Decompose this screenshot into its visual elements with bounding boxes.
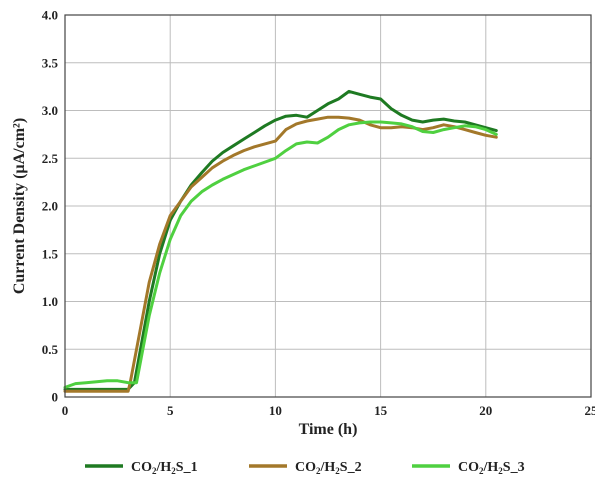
y-tick-label: 1.5 bbox=[42, 246, 59, 261]
tick-labels: 0 5 10 15 20 25 0 0.5 1.0 1.5 2.0 2.5 3.0 3.5 4.0 bbox=[42, 8, 595, 419]
y-tick-label: 0 bbox=[52, 390, 59, 405]
y-tick-label: 2.5 bbox=[42, 151, 59, 166]
y-tick-label: 3.5 bbox=[42, 55, 59, 70]
y-tick-label: 1.0 bbox=[42, 294, 58, 309]
x-tick-label: 25 bbox=[585, 403, 595, 418]
x-tick-label: 15 bbox=[374, 403, 388, 418]
y-tick-label: 0.5 bbox=[42, 342, 59, 357]
x-tick-label: 5 bbox=[167, 403, 174, 418]
plot-lines bbox=[63, 89, 498, 393]
legend-label-1: CO2/H2S_1 bbox=[131, 460, 198, 476]
y-tick-label: 2.0 bbox=[42, 199, 58, 214]
y-axis-title: Current Density (µA/cm²) bbox=[11, 118, 28, 294]
y-tick-label: 3.0 bbox=[42, 103, 58, 118]
legend-label-2: CO2/H2S_2 bbox=[295, 460, 362, 476]
legend: CO2/H2S_1 CO2/H2S_2 CO2/H2S_3 bbox=[85, 460, 525, 476]
x-tick-label: 10 bbox=[269, 403, 282, 418]
plot-area-frame bbox=[64, 14, 592, 398]
y-tick-label: 4.0 bbox=[42, 8, 58, 23]
x-axis-title: Time (h) bbox=[299, 421, 358, 438]
series-line-3 bbox=[63, 120, 498, 389]
series-line-1 bbox=[63, 89, 498, 391]
series-line-2 bbox=[63, 115, 498, 393]
legend-label-3: CO2/H2S_3 bbox=[458, 460, 525, 476]
x-tick-label: 0 bbox=[62, 403, 69, 418]
x-tick-label: 20 bbox=[479, 403, 492, 418]
